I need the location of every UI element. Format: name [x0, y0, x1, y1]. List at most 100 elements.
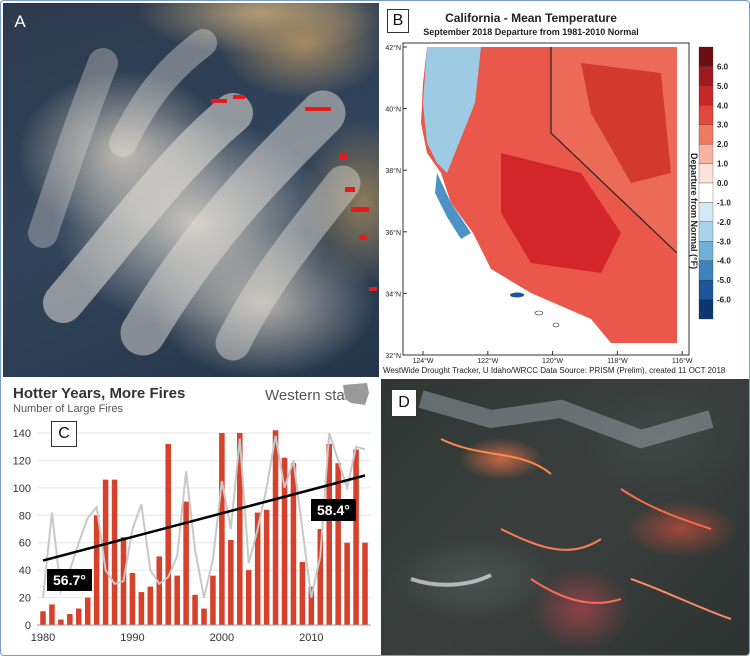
colorbar-swatch	[698, 163, 714, 184]
coastal-cool-region	[435, 173, 471, 239]
panel-d-label: D	[391, 389, 417, 417]
y-tick-label: 0	[25, 620, 31, 632]
x-tick-label: 2000	[210, 632, 234, 644]
fire-count-bar	[210, 575, 216, 625]
fire-count-bar	[58, 619, 64, 625]
fire-count-bar	[165, 443, 171, 625]
lon-tick-label: 122°W	[477, 357, 498, 365]
fire-count-bar	[49, 604, 55, 625]
colorbar-swatch	[698, 182, 714, 203]
fire-count-bar	[129, 572, 136, 625]
fire-count-bar	[174, 575, 180, 625]
lon-tick-label: 124°W	[412, 357, 433, 365]
fire-count-bar	[335, 463, 341, 625]
colorbar-swatch	[698, 46, 714, 67]
fire-count-bar	[362, 542, 368, 625]
fire-count-bar	[156, 556, 163, 625]
fire-count-bar	[254, 512, 261, 625]
fire-count-bar	[299, 561, 306, 625]
panel-b-label: B	[387, 9, 409, 33]
region-label: Western states	[265, 387, 365, 404]
lat-tick-label: 42°N	[385, 44, 401, 52]
fire-count-bar	[290, 463, 297, 625]
fire-count-bar	[344, 542, 350, 625]
fire-count-bar	[237, 433, 243, 625]
fire-count-bar	[263, 509, 270, 625]
colorbar-tick-label: -1.0	[717, 198, 731, 207]
panel-a-label: A	[14, 12, 26, 31]
y-tick-label: 80	[19, 510, 31, 522]
map-svg: 42°N 40°N 38°N 36°N 34°N 32°N 124°W 122°W 120°W…	[385, 42, 731, 365]
colorbar-tick-label: -3.0	[717, 237, 731, 246]
colorbar-tick-label: -2.0	[717, 218, 731, 227]
y-tick-label: 20	[19, 593, 31, 605]
colorbar-tick-label: 6.0	[717, 62, 729, 71]
fire-count-bar	[192, 594, 198, 625]
smoke-plumes-graphic	[28, 29, 377, 361]
fire-count-bar	[147, 586, 154, 625]
hot-nevada-region	[581, 63, 671, 183]
y-tick-label: 40	[19, 565, 31, 577]
panel-c-label: C	[51, 421, 77, 447]
badge-start-temperature: 56.7°	[47, 569, 92, 591]
fire-count-bar	[326, 443, 332, 625]
fire-count-bar	[201, 608, 207, 625]
colorbar-tick-label: -5.0	[717, 276, 731, 285]
fire-hotspots	[211, 95, 377, 291]
map-title: California - Mean Temperature	[445, 11, 617, 25]
colorbar-swatch	[698, 105, 714, 125]
colorbar-swatch	[698, 260, 714, 281]
fire-count-bar	[317, 529, 324, 625]
colorbar-swatch	[698, 279, 714, 300]
lat-tick-label: 38°N	[385, 167, 401, 175]
fire-count-bar	[353, 449, 359, 625]
fire-count-bar	[183, 501, 189, 625]
fire-lines-graphic	[410, 390, 732, 620]
colorbar-swatch	[698, 124, 714, 145]
fire-count-bar	[308, 586, 315, 625]
colorbar-tick-label: 1.0	[717, 160, 729, 169]
lon-tick-label: 116°W	[672, 357, 693, 365]
fire-count-bar	[84, 597, 91, 625]
trend-line	[42, 474, 366, 562]
lon-tick-label: 118°W	[607, 357, 628, 365]
colorbar-tick-label: 3.0	[717, 121, 729, 130]
temperature-line	[42, 432, 366, 598]
chart-svg: 0 20 40 60 80 100 120 140 1980 1990 2000 2010	[13, 428, 371, 644]
colorbar-swatch	[698, 241, 714, 261]
colorbar-tick-label: 0.0	[717, 179, 729, 188]
y-tick-label: 140	[13, 428, 31, 440]
fire-count-bar	[40, 611, 46, 625]
fire-count-bar	[272, 430, 279, 625]
chart-subtitle: Number of Large Fires	[13, 403, 124, 415]
fire-count-bar	[93, 515, 100, 625]
panel-a-satellite-smoke-image: A	[3, 3, 379, 377]
map-credit: WestWide Drought Tracker, U Idaho/WRCC D…	[383, 366, 726, 375]
map-subtitle: September 2018 Departure from 1981-2010 …	[423, 27, 639, 37]
badge-end-temperature: 58.4°	[311, 499, 356, 521]
colorbar-swatch	[698, 221, 714, 242]
x-tick-label: 1980	[31, 632, 55, 644]
colorbar-tick-label: 4.0	[717, 101, 729, 110]
colorbar-tick-label: -4.0	[717, 257, 731, 266]
fire-count-bar	[138, 592, 145, 625]
hot-interior-region	[501, 153, 621, 273]
lat-tick-label: 32°N	[385, 352, 401, 360]
fire-count-bar	[102, 479, 109, 625]
panel-c-fire-chart: Hotter Years, More Fires Number of Large…	[3, 379, 379, 655]
fire-count-bar	[219, 433, 225, 625]
x-tick-label: 1990	[120, 632, 144, 644]
y-tick-label: 100	[13, 483, 31, 495]
panel-b-temperature-map: California - Mean Temperature September …	[381, 3, 749, 377]
colorbar-swatch	[698, 299, 714, 320]
western-states-map-icon	[343, 383, 369, 405]
colorbar-tick-label: -6.0	[717, 296, 731, 305]
state-border	[550, 47, 678, 254]
colorbar-swatch	[698, 85, 714, 106]
colorbar-swatch	[698, 143, 714, 164]
colorbar-tick-label: 5.0	[717, 82, 729, 91]
lon-tick-label: 120°W	[542, 357, 563, 365]
fire-count-bar	[67, 614, 73, 625]
chart-title: Hotter Years, More Fires	[13, 385, 186, 402]
